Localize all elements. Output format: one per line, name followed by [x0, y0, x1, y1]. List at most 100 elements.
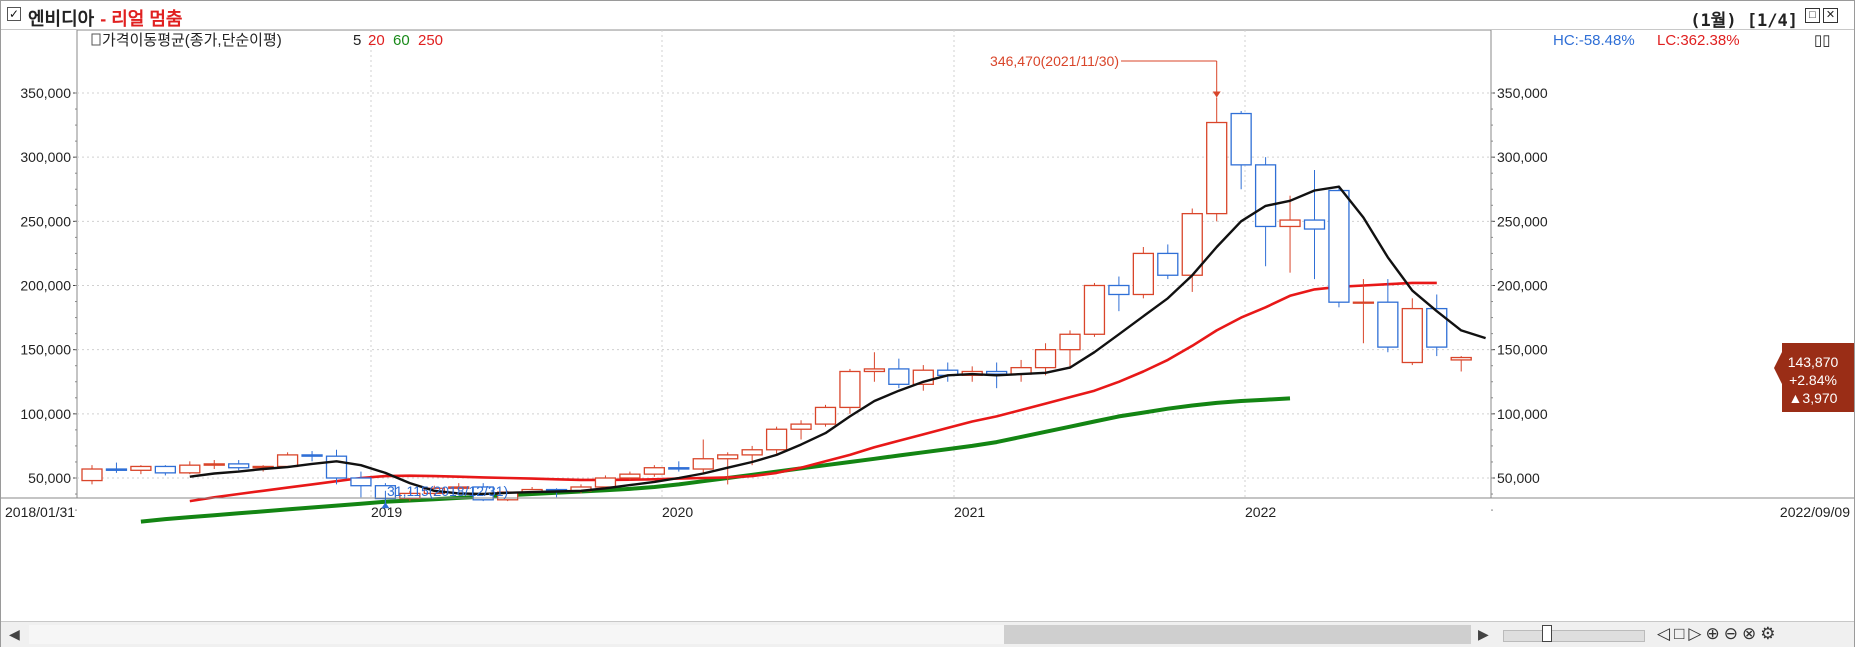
prev-icon[interactable]: ◁ [1657, 624, 1675, 643]
candle-body [1108, 284, 1130, 296]
candle-body [839, 370, 861, 409]
candle-body [105, 468, 128, 471]
zoom-out-icon[interactable]: ⊖ [1723, 624, 1742, 643]
legend-period-250: 250 [418, 32, 443, 49]
candle-body [1230, 112, 1252, 166]
close-icon[interactable]: ✕ [1823, 8, 1838, 23]
y-tick-left-2: 150,000 [20, 342, 71, 358]
price-badge-shape [1774, 343, 1854, 412]
candle-body [1352, 301, 1375, 304]
title-bar: ✓ 엔비디아 - 리얼 멈춤 (1월) [1/4] □ ✕ [1, 1, 1854, 31]
candle-body [1328, 189, 1350, 303]
candle-body [1303, 219, 1326, 230]
badge-change: ▲3,970 [1789, 390, 1838, 406]
candle-body [130, 465, 152, 471]
zoom-handle[interactable] [1542, 625, 1552, 642]
plot-frame [76, 30, 1492, 499]
y-tick-right-3: 200,000 [1497, 278, 1548, 294]
y-tick-right-2: 150,000 [1497, 342, 1548, 358]
candlestick-chart[interactable]: 50,000 50,000 100,000 100,000 150,000 150,000… [1, 30, 1854, 620]
lc-label: LC:362.38% [1657, 32, 1740, 49]
ma20-line [189, 281, 1437, 503]
candle-body [1377, 301, 1399, 348]
legend-icon[interactable] [91, 33, 101, 46]
axis-labels: 50,000 50,000 100,000 100,000 150,000 150,000… [1, 85, 1854, 520]
stop-icon[interactable]: □ [1674, 624, 1689, 643]
candle-body [643, 467, 665, 475]
candle-body [1157, 252, 1179, 276]
candle-body [1059, 333, 1081, 351]
x-label-start: 2018/01/31 [5, 504, 75, 520]
period-label[interactable]: (1월) [1690, 11, 1737, 31]
y-tick-left-4: 250,000 [20, 213, 71, 229]
candle-body [790, 423, 812, 430]
candle-body [863, 368, 886, 373]
low-annotation: 31,115(2018/12/31) [387, 483, 508, 499]
candle-body [986, 370, 1008, 375]
legend-indicator: 가격이동평균(종가,단순이평) [102, 32, 282, 49]
nav-icons: ◁□▷⊕⊖⊗⚙ [1657, 624, 1779, 644]
high-arrow [1212, 91, 1221, 98]
candles [81, 97, 1472, 503]
chart-select-checkbox[interactable]: ✓ [7, 7, 21, 21]
legend: 가격이동평균(종가,단순이평) 5 20 60 250 HC:-58.48% L… [91, 32, 1831, 49]
y-tick-right-0: 50,000 [1497, 470, 1540, 486]
x-label-year-2019: 2019 [371, 504, 402, 520]
stock-title: 엔비디아 - 리얼 멈춤 [28, 5, 183, 31]
candle-body [179, 464, 201, 474]
page-label: [1/4] [1746, 11, 1798, 31]
candle-body [1426, 307, 1448, 348]
candle-body [1254, 164, 1277, 228]
candle-body [276, 454, 299, 468]
x-label-year-2020: 2020 [662, 504, 693, 520]
legend-period-20: 20 [368, 32, 385, 49]
zoom-reset-icon[interactable]: ⊗ [1741, 624, 1761, 643]
high-annotation: 346,470(2021/11/30) [990, 53, 1119, 69]
zoom-in-icon[interactable]: ⊕ [1705, 624, 1724, 643]
hc-label: HC:-58.48% [1553, 32, 1635, 49]
candle-body [1206, 121, 1228, 215]
zoom-track[interactable] [1503, 630, 1645, 642]
grid-lines [76, 30, 1492, 499]
period-indicator: (1월) [1/4] [1690, 6, 1798, 31]
legend-period-60: 60 [393, 32, 410, 49]
legend-period-5: 5 [353, 32, 361, 49]
candle-body [668, 467, 690, 470]
settings-icon[interactable]: ⚙ [1760, 624, 1780, 643]
candle-body [1450, 356, 1472, 361]
y-tick-right-1: 100,000 [1497, 406, 1548, 422]
candle-body [399, 492, 421, 500]
stock-name: 엔비디아 [28, 9, 95, 29]
candle-body [1083, 284, 1106, 335]
candle-body [692, 458, 714, 470]
candle-body [154, 465, 177, 474]
scroll-thumb[interactable] [1004, 625, 1471, 644]
layout-icon[interactable]: ▯▯ [1814, 32, 1831, 49]
y-tick-left-5: 300,000 [20, 149, 71, 165]
price-badge: 143,870 +2.84% ▲3,970 [1774, 343, 1854, 412]
next-icon[interactable]: ▷ [1688, 624, 1706, 643]
x-label-end: 2022/09/09 [1780, 504, 1850, 520]
candle-body [741, 449, 763, 456]
candle-body [228, 463, 250, 469]
bottom-toolbar: ◀ ▶ ◁□▷⊕⊖⊗⚙ [1, 621, 1854, 647]
y-tick-left-1: 100,000 [20, 406, 71, 422]
candle-body [594, 477, 617, 488]
y-tick-left-3: 200,000 [20, 278, 71, 294]
scroll-right-icon[interactable]: ▶ [1478, 626, 1489, 642]
ma5-line [189, 185, 1486, 496]
badge-price: 143,870 [1788, 354, 1839, 370]
maximize-icon[interactable]: □ [1805, 8, 1820, 23]
y-tick-right-6: 350,000 [1497, 85, 1548, 101]
candle-body [350, 477, 372, 487]
ma20-polyline [189, 281, 1437, 503]
candle-body [765, 428, 788, 451]
candle-body [619, 473, 641, 479]
candle-body [203, 463, 225, 466]
ma5-polyline [189, 185, 1486, 496]
annotations: 346,470(2021/11/30) 31,115(2018/12/31) [381, 53, 1221, 509]
y-tick-right-5: 300,000 [1497, 149, 1548, 165]
candle-body [81, 468, 103, 482]
scroll-left-icon[interactable]: ◀ [9, 626, 20, 642]
